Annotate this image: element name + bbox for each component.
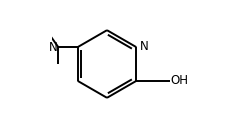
Text: N: N: [139, 40, 148, 53]
Text: OH: OH: [171, 74, 189, 87]
Text: N: N: [49, 41, 57, 54]
